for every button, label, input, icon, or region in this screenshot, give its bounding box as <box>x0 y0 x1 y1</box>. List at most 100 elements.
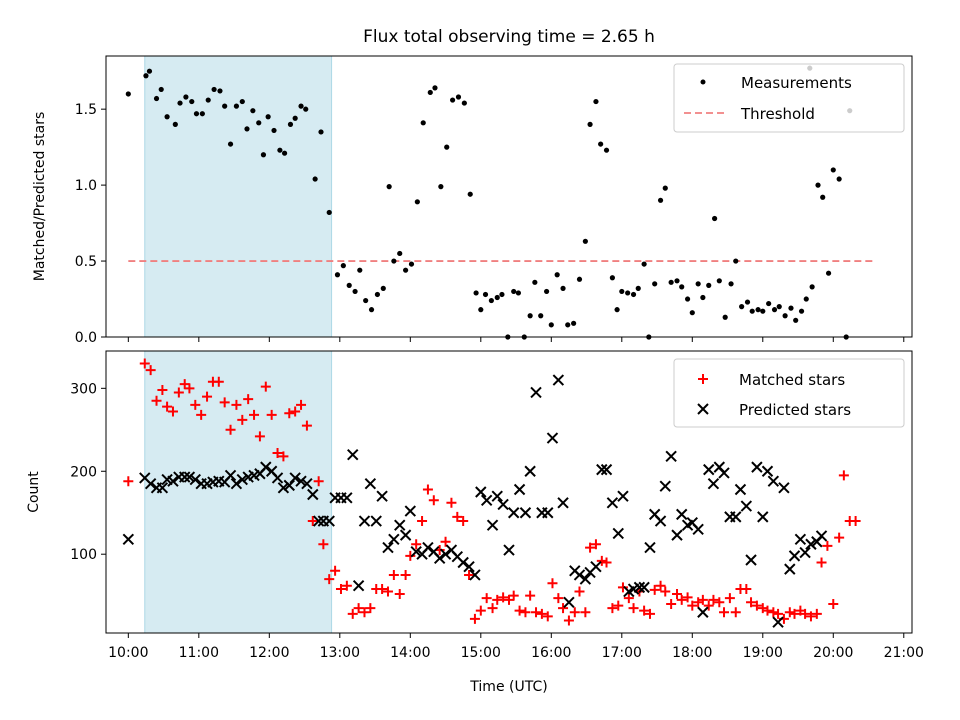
predicted-star-point <box>552 374 565 386</box>
matched-star-point <box>388 569 399 580</box>
measurement-point <box>766 300 772 307</box>
x-tick-label: 19:00 <box>743 645 783 661</box>
predicted-star-point <box>457 556 469 569</box>
y-tick-label: 0.0 <box>75 330 97 346</box>
x-tick-label: 12:00 <box>249 645 289 661</box>
predicted-star-point <box>718 467 730 479</box>
matched-star-point <box>719 607 730 618</box>
measurement-point <box>461 100 467 106</box>
measurement-point <box>281 150 288 156</box>
predicted-star-point <box>236 473 248 486</box>
matched-star-point <box>446 497 457 508</box>
measurement-point <box>641 261 647 267</box>
matched-star-point <box>724 593 735 604</box>
measurement-point <box>450 97 456 103</box>
matched-star-point <box>649 584 660 595</box>
predicted-star-point <box>745 554 757 566</box>
matched-star-point <box>213 376 224 387</box>
matched-star-point <box>145 365 156 376</box>
legend-label-measurements: Measurements <box>741 74 852 92</box>
matched-star-point <box>569 607 580 618</box>
measurement-point <box>749 308 755 314</box>
predicted-star-point <box>751 461 763 473</box>
predicted-star-point <box>815 530 828 542</box>
measurement-point <box>630 291 637 298</box>
matched-star-point <box>324 574 335 585</box>
measurement-point <box>172 121 178 127</box>
matched-star-point <box>382 586 393 597</box>
predicted-star-point <box>654 515 667 527</box>
predicted-star-point <box>740 500 753 512</box>
measurement-point <box>340 263 346 269</box>
predicted-star-point <box>530 386 542 399</box>
measurement-point <box>177 100 183 106</box>
predicted-star-point <box>778 482 790 494</box>
predicted-star-point <box>410 546 422 558</box>
measurement-point <box>444 144 450 150</box>
predicted-star-point <box>794 533 807 545</box>
matched-star-point <box>284 408 295 419</box>
measurement-point <box>722 314 728 320</box>
measurement-point <box>798 308 805 314</box>
matched-star-point <box>773 608 784 619</box>
predicted-star-point <box>189 473 202 486</box>
measurement-point <box>571 320 577 326</box>
measurement-point <box>548 322 554 328</box>
predicted-star-point <box>697 606 709 618</box>
measurement-point <box>414 199 420 205</box>
measurement-point <box>609 275 615 281</box>
measurement-point <box>527 313 533 319</box>
predicted-star-point <box>503 544 515 556</box>
predicted-star-point <box>301 477 313 490</box>
measurement-point <box>438 184 444 190</box>
predicted-star-point <box>183 471 196 483</box>
measurement-point <box>760 308 766 314</box>
measurement-point <box>488 297 494 304</box>
measurement-point <box>576 276 583 282</box>
matched-star-point <box>547 578 558 589</box>
measurement-point <box>515 290 521 296</box>
matched-star-point <box>359 607 370 618</box>
matched-star-point <box>481 593 492 604</box>
measurement-point <box>755 307 761 313</box>
predicted-star-point <box>596 463 608 476</box>
measurement-point <box>494 294 500 301</box>
measurement-point <box>374 291 381 298</box>
top-plot-frame <box>105 55 913 338</box>
predicted-star-point <box>370 515 382 527</box>
measurement-point <box>368 307 375 313</box>
x-tick-label: 16:00 <box>531 645 571 661</box>
predicted-star-point <box>784 563 796 575</box>
measurement-point <box>265 114 271 120</box>
measurement-point <box>271 127 277 134</box>
predicted-star-point <box>388 533 400 545</box>
matched-star-point <box>405 550 416 561</box>
predicted-star-point <box>788 550 801 562</box>
matched-star-point <box>768 607 779 618</box>
matched-star-point <box>585 542 596 553</box>
matched-star-point <box>254 431 265 442</box>
matched-star-point <box>828 598 839 609</box>
matched-star-point <box>676 594 687 605</box>
matched-star-point <box>365 603 376 614</box>
legend-x-marker <box>697 403 709 415</box>
measurement-point <box>836 176 842 182</box>
measurement-point <box>217 88 223 94</box>
predicted-star-point <box>557 497 569 509</box>
predicted-star-point <box>480 494 493 507</box>
matched-star-point <box>655 580 666 591</box>
predicted-star-point <box>617 490 629 502</box>
x-tick-label: 15:00 <box>461 645 501 661</box>
predicted-star-point <box>497 498 509 511</box>
matched-star-point <box>184 383 195 394</box>
matched-star-point <box>800 608 811 619</box>
measurement-point <box>153 95 160 102</box>
matched-star-point <box>822 540 833 551</box>
matched-star-point <box>417 516 428 527</box>
predicted-star-point <box>307 488 319 501</box>
predicted-star-point <box>590 560 602 573</box>
predicted-star-point <box>224 469 237 482</box>
measurement-point <box>582 238 588 244</box>
measurement-point <box>499 291 505 298</box>
measurement-point <box>565 322 571 328</box>
